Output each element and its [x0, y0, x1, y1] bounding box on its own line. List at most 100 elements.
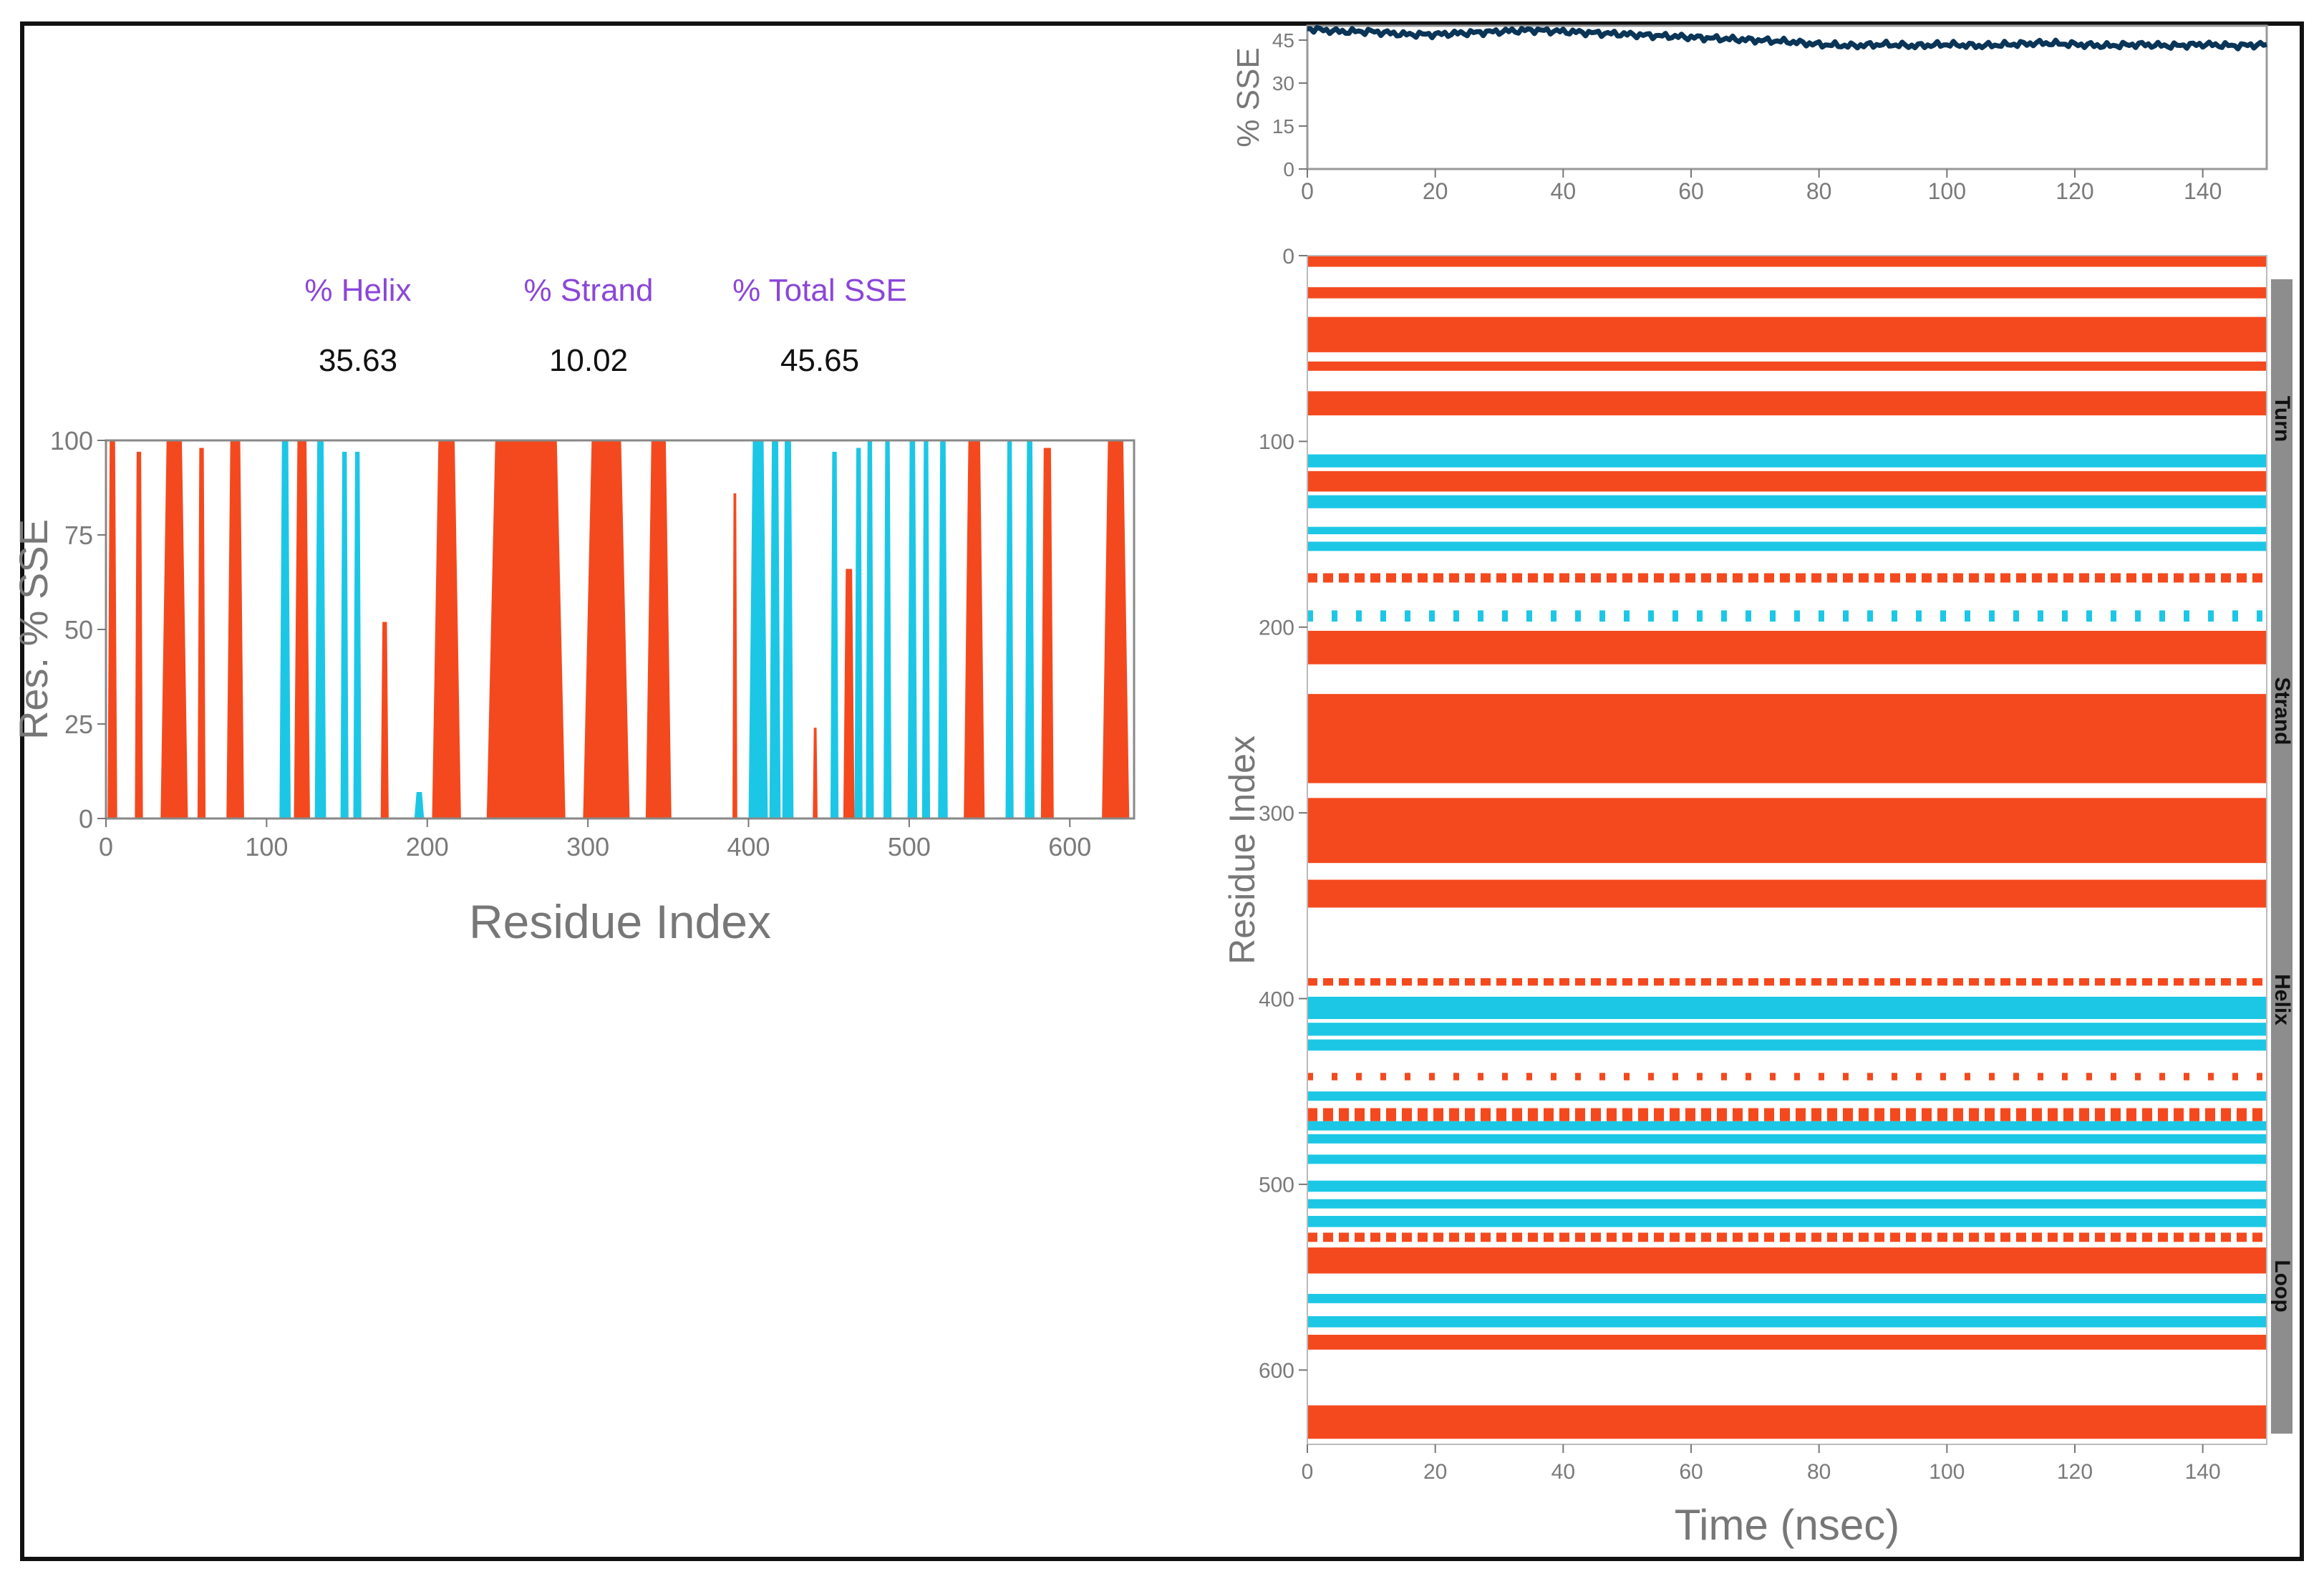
- sidebar-label-strand: Strand: [2270, 677, 2294, 745]
- residue-time-y-ticks: 0 100 200 300 400 500 600: [1259, 245, 1307, 1383]
- helix-band: [1307, 1247, 2267, 1274]
- strand-band: [1307, 1134, 2267, 1144]
- residue-time-x-axis-label: Time (nsec): [1675, 1501, 1899, 1549]
- helix-segment: [160, 440, 188, 818]
- strand-segment: [314, 440, 326, 818]
- strand-segment: [353, 451, 362, 818]
- total-sse-percent-label: % Total SSE: [732, 273, 907, 308]
- strand-segment: [769, 440, 781, 818]
- strand-band: [1307, 1091, 2267, 1101]
- strand-segment: [414, 792, 425, 818]
- strand-band: [1307, 1154, 2267, 1164]
- helix-percent-value: 35.63: [319, 343, 397, 378]
- strand-segment: [866, 440, 874, 818]
- helix-segment: [294, 440, 310, 818]
- x-tick-label: 80: [1807, 1460, 1831, 1484]
- residue-time-plot-frame: [1307, 255, 2267, 1445]
- total-sse-line: [1307, 24, 2267, 52]
- x-tick-label: 140: [2184, 178, 2222, 204]
- strand-band: [1307, 454, 2267, 468]
- y-tick-label: 50: [64, 615, 93, 644]
- strand-segment: [921, 440, 931, 818]
- y-tick-label: 30: [1272, 72, 1294, 95]
- x-tick-label: 100: [245, 832, 288, 861]
- helix-band: [1307, 1334, 2267, 1350]
- residue-sse-chart: 0 100 200 300 400 500 600 0 25 50 75 100 Residue I…: [11, 426, 1136, 948]
- strand-band: [1307, 1023, 2267, 1036]
- helix-segment: [1040, 448, 1054, 818]
- y-tick-label: 100: [50, 426, 93, 455]
- helix-segment: [197, 448, 206, 818]
- residue-time-map: 0 20 40 60 80 100 120 140 0 100 200 300 400 500 600 T…: [1222, 245, 2294, 1549]
- helix-segment: [432, 440, 461, 818]
- strand-band: [1307, 1180, 2267, 1192]
- x-tick-label: 100: [1929, 1460, 1965, 1484]
- y-tick-label: 0: [79, 804, 93, 834]
- x-tick-label: 300: [566, 832, 609, 861]
- x-tick-label: 120: [2057, 1460, 2093, 1484]
- helix-percent-label: % Helix: [304, 273, 411, 308]
- y-tick-label: 500: [1259, 1174, 1294, 1197]
- strand-segment: [883, 440, 892, 818]
- x-tick-label: 200: [406, 832, 449, 861]
- figure-frame: [20, 21, 2304, 1561]
- total-sse-y-ticks: 0 15 30 45: [1272, 29, 1307, 180]
- strand-band: [1307, 1316, 2267, 1328]
- y-tick-label: 45: [1272, 29, 1294, 52]
- x-tick-label: 20: [1423, 178, 1448, 204]
- helix-segment: [135, 451, 143, 818]
- y-tick-label: 0: [1283, 158, 1294, 180]
- residue-sse-y-axis-label: Res. % SSE: [11, 519, 56, 740]
- strand-segment: [938, 440, 948, 818]
- strand-band: [1307, 1121, 2267, 1131]
- summary-stats: % Helix 35.63 % Strand 10.02 % Total SSE…: [304, 273, 906, 378]
- x-tick-label: 500: [888, 832, 931, 861]
- y-tick-label: 300: [1259, 802, 1294, 826]
- total-sse-percent-value: 45.65: [780, 343, 859, 378]
- strand-band: [1307, 526, 2267, 535]
- helix-band: [1307, 317, 2267, 352]
- helix-band: [1307, 256, 2267, 267]
- total-sse-plot-frame: [1306, 24, 2268, 170]
- x-tick-label: 40: [1551, 1460, 1575, 1484]
- y-tick-label: 600: [1259, 1359, 1294, 1383]
- residue-sse-x-ticks: 0 100 200 300 400 500 600: [99, 818, 1091, 861]
- sidebar-label-turn: Turn: [2270, 396, 2294, 442]
- total-sse-y-axis-label: % SSE: [1231, 47, 1266, 147]
- strand-band: [1307, 1199, 2267, 1209]
- residue-sse-marks: [107, 440, 1130, 818]
- helix-segment: [380, 622, 389, 818]
- strand-band: [1307, 1215, 2267, 1227]
- y-tick-label: 15: [1272, 115, 1294, 137]
- x-tick-label: 20: [1423, 1460, 1447, 1484]
- residue-sse-y-ticks: 0 25 50 75 100: [50, 426, 106, 834]
- x-tick-label: 40: [1551, 178, 1577, 204]
- strand-percent-value: 10.02: [549, 343, 628, 378]
- helix-band: [1307, 694, 2267, 783]
- x-tick-label: 400: [727, 832, 770, 861]
- helix-segment: [226, 440, 244, 818]
- x-tick-label: 140: [2185, 1460, 2221, 1484]
- y-tick-label: 400: [1259, 987, 1294, 1011]
- total-sse-time-chart: 0 20 40 60 80 100 120 140 0 15 30 45 % SSE: [1231, 24, 2268, 204]
- residue-time-y-axis-label: Residue Index: [1222, 735, 1262, 965]
- helix-segment: [813, 728, 818, 818]
- residue-time-bands: [1307, 256, 2267, 1439]
- helix-band: [1307, 798, 2267, 864]
- residue-time-x-ticks: 0 20 40 60 80 100 120 140: [1302, 1444, 2221, 1484]
- helix-segment: [964, 440, 985, 818]
- strand-segment: [1005, 440, 1014, 818]
- y-tick-label: 75: [64, 521, 93, 550]
- y-tick-label: 25: [64, 710, 93, 739]
- strand-segment: [854, 448, 863, 818]
- sidebar-label-loop: Loop: [2270, 1260, 2294, 1312]
- strand-segment: [907, 440, 918, 818]
- residue-sse-x-axis-label: Residue Index: [469, 895, 771, 948]
- strand-band: [1307, 541, 2267, 551]
- sse-type-sidebar: [2271, 279, 2292, 1434]
- strand-segment: [1025, 440, 1035, 818]
- helix-band: [1307, 630, 2267, 665]
- helix-band: [1307, 1405, 2267, 1439]
- helix-band: [1307, 361, 2267, 371]
